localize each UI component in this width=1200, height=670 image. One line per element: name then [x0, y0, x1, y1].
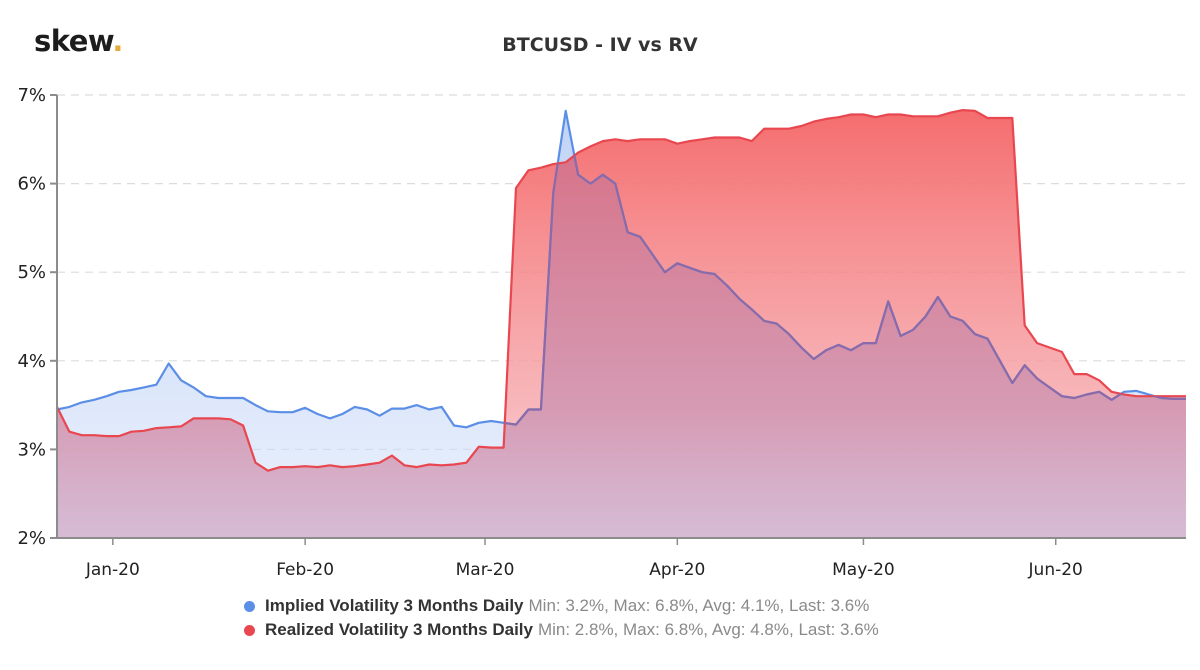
rv-area [57, 110, 1186, 538]
x-tick-label: Apr-20 [649, 560, 705, 580]
legend-item-rv[interactable]: Realized Volatility 3 Months Daily Min: … [244, 618, 879, 642]
y-tick-label: 2% [17, 528, 46, 549]
legend-name-rv: Realized Volatility 3 Months Daily [265, 620, 533, 639]
x-tick-label: Jan-20 [85, 560, 140, 580]
skew-logo: skew. [34, 24, 123, 58]
legend-stats-iv: Min: 3.2%, Max: 6.8%, Avg: 4.1%, Last: 3… [528, 596, 870, 615]
legend-stats-rv: Min: 2.8%, Max: 6.8%, Avg: 4.8%, Last: 3… [537, 620, 879, 639]
x-tick-label: May-20 [832, 560, 895, 580]
y-tick-label: 6% [17, 174, 46, 195]
y-tick-label: 3% [17, 439, 46, 460]
x-tick-label: Jun-20 [1028, 560, 1083, 580]
x-tick-label: Feb-20 [276, 560, 334, 580]
y-tick-label: 4% [17, 351, 46, 372]
legend: Implied Volatility 3 Months Daily Min: 3… [244, 594, 879, 642]
legend-dot-rv [244, 624, 255, 636]
legend-dot-iv [244, 600, 255, 612]
x-axis-ticks: Jan-20 Feb-20 Mar-20 Apr-20 May-20 Jun-20 [85, 538, 1083, 580]
logo-dot: . [112, 24, 123, 58]
chart-title: BTCUSD - IV vs RV [502, 34, 698, 56]
x-tick-label: Mar-20 [456, 560, 515, 580]
y-tick-label: 7% [17, 85, 46, 106]
legend-item-iv[interactable]: Implied Volatility 3 Months Daily Min: 3… [244, 594, 879, 618]
series-areas [56, 109, 1186, 539]
y-tick-label: 5% [17, 262, 46, 283]
logo-text: skew [34, 24, 113, 58]
y-axis-ticks: 2% 3% 4% 5% 6% 7% [17, 85, 57, 549]
legend-name-iv: Implied Volatility 3 Months Daily [265, 596, 524, 615]
axes [56, 95, 1186, 539]
rv-line [56, 109, 1186, 472]
